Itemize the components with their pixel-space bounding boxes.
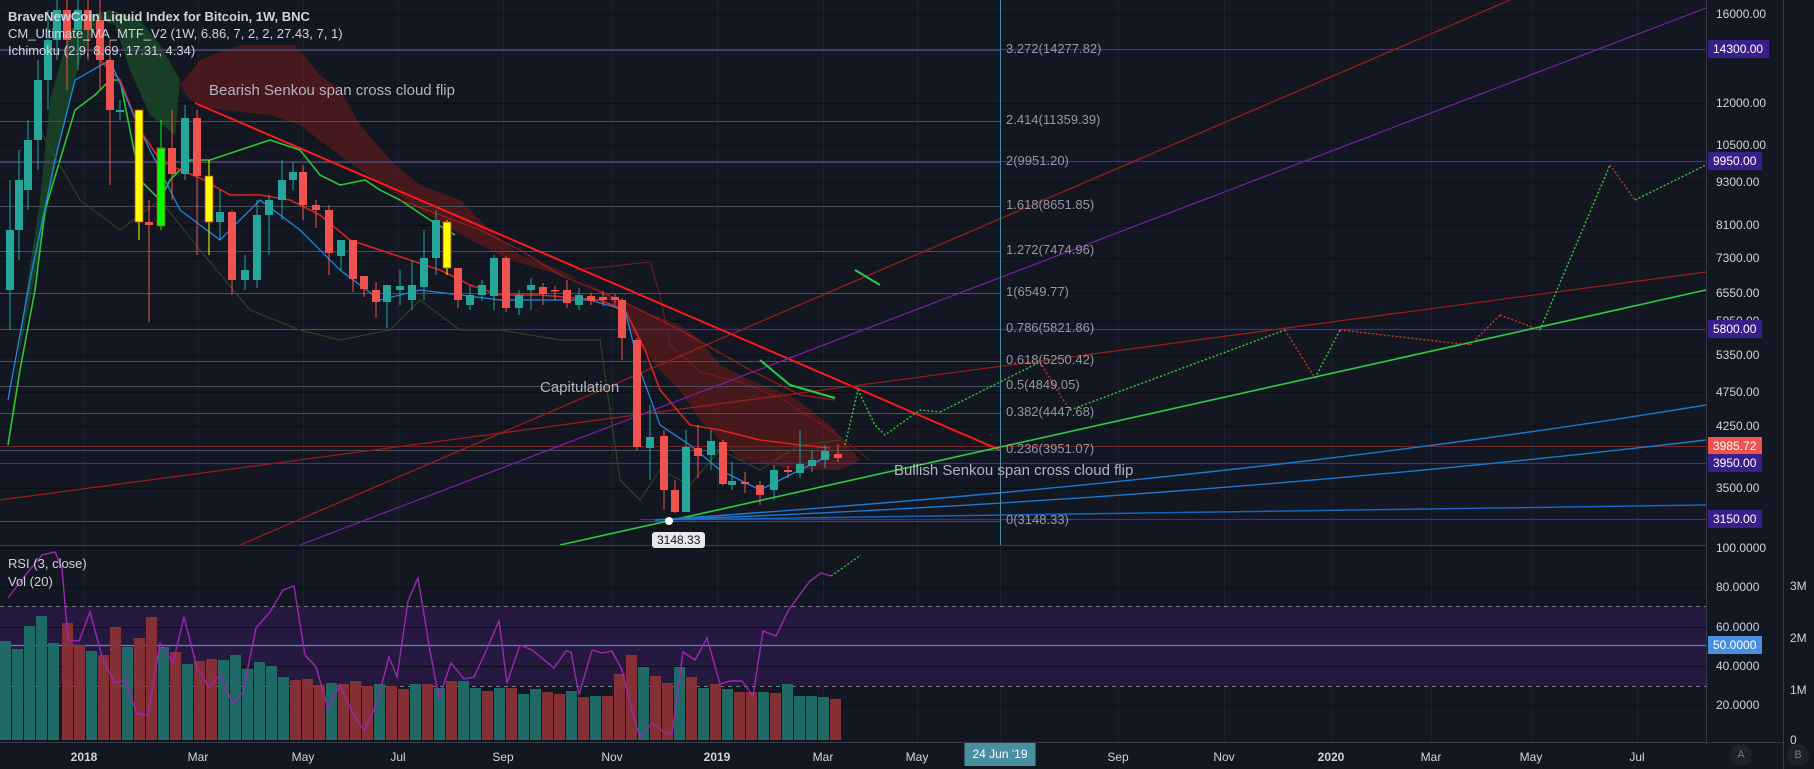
time-tick: Mar xyxy=(812,750,834,764)
price-tick: 7300.00 xyxy=(1716,251,1760,265)
level-price-badge: 5800.00 xyxy=(1708,320,1763,338)
price-tick: 4750.00 xyxy=(1716,385,1760,399)
current-price-badge: 3985.72 xyxy=(1708,437,1763,455)
symbol-title[interactable]: BraveNewCoin Liquid Index for Bitcoin, 1… xyxy=(8,9,310,24)
indicator-volume[interactable]: Vol (20) xyxy=(8,574,53,589)
fib-level-label: 1.618(8651.85) xyxy=(1006,197,1095,212)
volume-tick: 2M xyxy=(1790,631,1807,645)
fib-extension-lines xyxy=(0,50,1000,522)
rsi-tick: 20.0000 xyxy=(1716,698,1760,712)
time-tick: May xyxy=(1519,750,1543,764)
price-tick: 4250.00 xyxy=(1716,419,1760,433)
price-tick: 6550.00 xyxy=(1716,286,1760,300)
price-tick: 12000.00 xyxy=(1716,96,1767,110)
fib-level-label: 0.5(4849.05) xyxy=(1006,377,1080,392)
trendlines xyxy=(0,0,1707,546)
time-tick: Mar xyxy=(187,750,209,764)
indicator-ichimoku[interactable]: Ichimoku (2.9, 8.69, 17.31, 4.34) xyxy=(8,43,196,58)
time-tick: Nov xyxy=(1213,750,1235,764)
fib-level-label: 1(6549.77) xyxy=(1006,284,1069,299)
rsi-pane xyxy=(0,548,1706,740)
time-tick: 2018 xyxy=(70,750,98,764)
price-tick: 3500.00 xyxy=(1716,481,1760,495)
swing-low-tag: 3148.33 xyxy=(652,532,706,548)
volume-tick: 3M xyxy=(1790,579,1807,593)
auto-scale-button[interactable]: A xyxy=(1730,744,1752,766)
fib-level-label: 2(9951.20) xyxy=(1006,153,1069,168)
price-tick: 9300.00 xyxy=(1716,175,1760,189)
rsi-tick: 40.0000 xyxy=(1716,659,1760,673)
time-tick: Jul xyxy=(390,750,406,764)
volume-tick: 0 xyxy=(1790,733,1797,747)
level-price-badge: 3950.00 xyxy=(1708,454,1763,472)
time-tick: 2019 xyxy=(703,750,731,764)
chart-legend: BraveNewCoin Liquid Index for Bitcoin, 1… xyxy=(8,8,343,59)
rsi-tick: 60.0000 xyxy=(1716,620,1760,634)
rsi-legend: RSI (3, close) Vol (20) xyxy=(8,555,87,591)
fib-level-label: 0.382(4447.68) xyxy=(1006,404,1095,419)
volume-tick: 1M xyxy=(1790,683,1807,697)
time-tick: May xyxy=(905,750,929,764)
ichimoku-cloud xyxy=(8,10,871,470)
rsi-midline-badge: 50.0000 xyxy=(1708,636,1763,654)
horizontal-levels xyxy=(0,48,1706,521)
fib-level-label: 0.786(5821.86) xyxy=(1006,320,1095,335)
level-price-badge: 3150.00 xyxy=(1708,510,1763,528)
indicator-rsi[interactable]: RSI (3, close) xyxy=(8,556,87,571)
crosshair-date-badge: 24 Jun '19 xyxy=(964,743,1036,766)
level-price-badge: 9950.00 xyxy=(1708,152,1763,170)
text-annotation[interactable]: Bullish Senkou span cross cloud flip xyxy=(894,462,1134,479)
time-tick: May xyxy=(291,750,315,764)
indicator-cm-ultimate-ma[interactable]: CM_Ultimate_MA_MTF_V2 (1W, 6.86, 7, 2, 2… xyxy=(8,26,343,41)
log-scale-button[interactable]: B xyxy=(1787,744,1809,766)
price-tick: 16000.00 xyxy=(1716,7,1767,21)
price-tick: 8100.00 xyxy=(1716,218,1760,232)
fib-level-label: 0.236(3951.07) xyxy=(1006,441,1095,456)
time-tick: Sep xyxy=(492,750,514,764)
fib-level-label: 0(3148.33) xyxy=(1006,512,1069,527)
time-tick: Sep xyxy=(1107,750,1129,764)
fib-level-label: 0.618(5250.42) xyxy=(1006,352,1095,367)
text-annotation[interactable]: Bearish Senkou span cross cloud flip xyxy=(209,82,455,99)
time-tick: Mar xyxy=(1420,750,1442,764)
projection-arrows xyxy=(844,164,1707,446)
fib-level-label: 1.272(7474.96) xyxy=(1006,242,1095,257)
time-tick: 2020 xyxy=(1317,750,1345,764)
fib-level-label: 2.414(11359.39) xyxy=(1006,112,1101,127)
price-tick: 5350.00 xyxy=(1716,348,1760,362)
rsi-tick: 100.0000 xyxy=(1716,541,1767,555)
time-tick: Nov xyxy=(601,750,623,764)
time-tick: Jul xyxy=(1629,750,1645,764)
text-annotation[interactable]: Capitulation xyxy=(540,379,620,396)
level-price-badge: 14300.00 xyxy=(1708,40,1770,58)
price-tick: 10500.00 xyxy=(1716,138,1767,152)
rsi-tick: 80.0000 xyxy=(1716,580,1760,594)
candlesticks xyxy=(6,0,842,525)
fib-level-label: 3.272(14277.82) xyxy=(1006,41,1102,56)
